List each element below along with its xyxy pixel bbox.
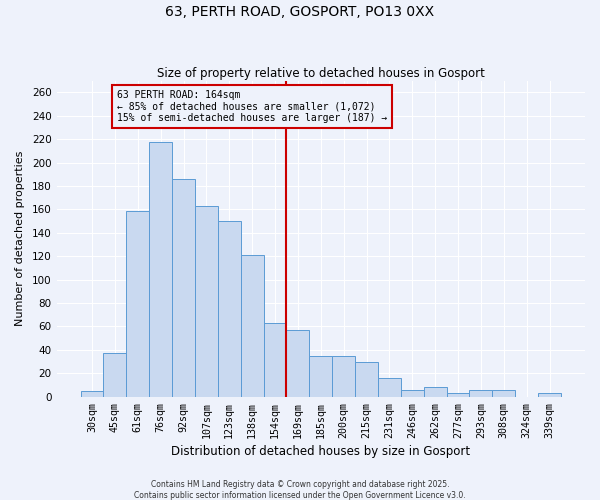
Text: 63, PERTH ROAD, GOSPORT, PO13 0XX: 63, PERTH ROAD, GOSPORT, PO13 0XX — [166, 5, 434, 19]
Bar — [80, 391, 103, 396]
Bar — [355, 362, 378, 396]
Bar — [332, 356, 355, 397]
X-axis label: Distribution of detached houses by size in Gosport: Distribution of detached houses by size … — [171, 444, 470, 458]
Bar — [127, 210, 149, 396]
Title: Size of property relative to detached houses in Gosport: Size of property relative to detached ho… — [157, 66, 485, 80]
Bar — [378, 378, 401, 396]
Bar — [469, 390, 493, 396]
Bar — [446, 393, 469, 396]
Bar — [286, 330, 310, 396]
Bar — [310, 356, 332, 397]
Y-axis label: Number of detached properties: Number of detached properties — [15, 151, 25, 326]
Bar — [172, 179, 195, 396]
Bar — [401, 390, 424, 396]
Bar — [493, 390, 515, 396]
Bar — [195, 206, 218, 396]
Bar — [103, 354, 127, 397]
Bar — [538, 393, 561, 396]
Bar — [149, 142, 172, 396]
Bar — [218, 221, 241, 396]
Text: 63 PERTH ROAD: 164sqm
← 85% of detached houses are smaller (1,072)
15% of semi-d: 63 PERTH ROAD: 164sqm ← 85% of detached … — [117, 90, 388, 123]
Text: Contains HM Land Registry data © Crown copyright and database right 2025.
Contai: Contains HM Land Registry data © Crown c… — [134, 480, 466, 500]
Bar — [263, 323, 286, 396]
Bar — [241, 255, 263, 396]
Bar — [424, 388, 446, 396]
